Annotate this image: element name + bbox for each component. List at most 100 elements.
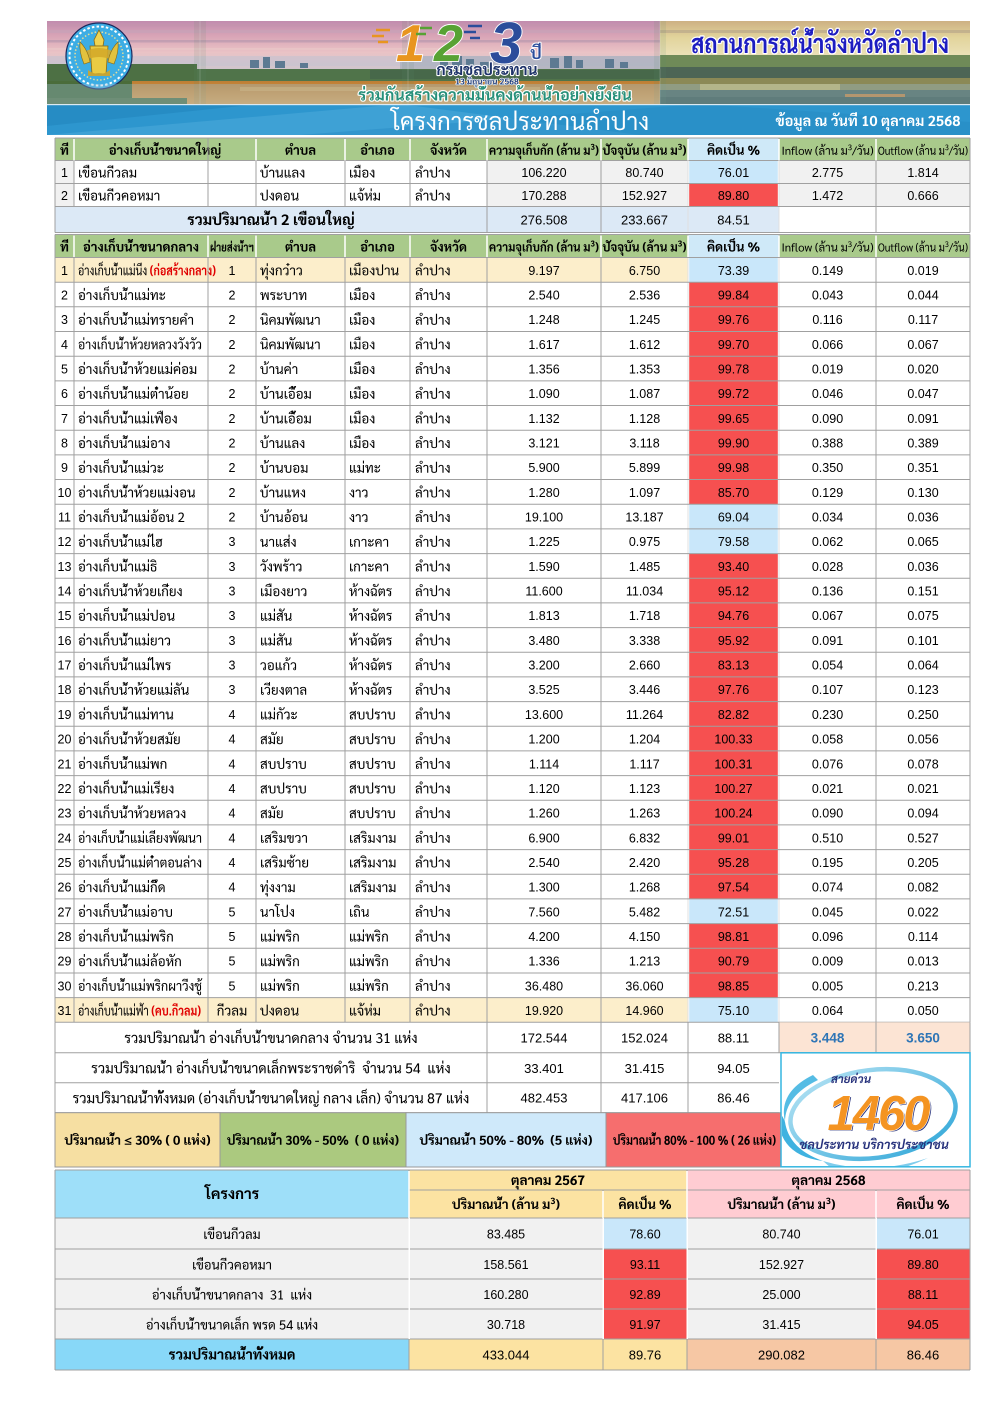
svg-text:5: 5 [229,930,236,944]
svg-text:15: 15 [58,609,72,623]
svg-text:1.814: 1.814 [907,166,938,180]
svg-text:1.204: 1.204 [629,733,660,747]
svg-text:24: 24 [58,831,72,845]
svg-text:75.10: 75.10 [718,1004,749,1018]
svg-text:2.540: 2.540 [528,289,559,303]
svg-text:1.213: 1.213 [629,955,660,969]
svg-text:76.01: 76.01 [907,1228,938,1242]
svg-text:100.27: 100.27 [714,782,752,796]
svg-text:29: 29 [58,955,72,969]
svg-text:95.92: 95.92 [718,634,749,648]
svg-text:0.350: 0.350 [812,461,843,475]
svg-text:1.353: 1.353 [629,363,660,377]
svg-text:17: 17 [58,659,72,673]
svg-text:0.091: 0.091 [907,412,938,426]
svg-text:0.043: 0.043 [812,289,843,303]
svg-text:33.401: 33.401 [524,1061,564,1076]
svg-text:14.960: 14.960 [625,1004,663,1018]
svg-text:85.70: 85.70 [718,486,749,500]
svg-text:0.195: 0.195 [812,856,843,870]
svg-text:0.090: 0.090 [812,807,843,821]
svg-text:0.101: 0.101 [907,634,938,648]
svg-text:31.415: 31.415 [762,1318,800,1332]
svg-text:89.76: 89.76 [629,1348,662,1363]
svg-text:100.24: 100.24 [714,807,752,821]
svg-text:1.356: 1.356 [528,363,559,377]
svg-text:1.248: 1.248 [528,313,559,327]
svg-text:0.205: 0.205 [907,856,938,870]
svg-text:99.90: 99.90 [718,437,749,451]
svg-text:84.51: 84.51 [717,213,750,228]
svg-text:0.058: 0.058 [812,733,843,747]
svg-text:79.58: 79.58 [718,535,749,549]
svg-text:0.250: 0.250 [907,708,938,722]
svg-text:0.091: 0.091 [812,634,843,648]
svg-text:6.832: 6.832 [629,831,660,845]
svg-text:2: 2 [229,338,236,352]
svg-text:4: 4 [229,757,236,771]
svg-text:0.028: 0.028 [812,560,843,574]
svg-text:3: 3 [229,683,236,697]
svg-text:1.128: 1.128 [629,412,660,426]
svg-text:0.114: 0.114 [908,930,938,944]
svg-text:0.388: 0.388 [812,437,843,451]
svg-text:86.46: 86.46 [907,1348,940,1363]
svg-text:2: 2 [229,412,236,426]
svg-text:3.446: 3.446 [629,683,660,697]
svg-text:152.024: 152.024 [621,1031,668,1046]
svg-text:4.200: 4.200 [528,930,559,944]
svg-text:99.84: 99.84 [718,289,749,303]
svg-text:4: 4 [229,856,236,870]
svg-text:1.200: 1.200 [528,733,559,747]
svg-text:5: 5 [61,363,68,377]
svg-text:0.130: 0.130 [907,486,938,500]
svg-text:19.100: 19.100 [525,511,563,525]
svg-text:3: 3 [229,634,236,648]
svg-text:30: 30 [58,979,72,993]
svg-text:5: 5 [229,955,236,969]
svg-text:0.064: 0.064 [907,659,938,673]
svg-text:3: 3 [229,609,236,623]
svg-text:0.036: 0.036 [907,511,938,525]
svg-text:1.120: 1.120 [528,782,559,796]
svg-text:482.453: 482.453 [521,1091,568,1106]
svg-text:2: 2 [229,486,236,500]
svg-text:0.074: 0.074 [812,881,843,895]
svg-text:9.197: 9.197 [528,264,559,278]
svg-text:2: 2 [433,15,463,73]
svg-text:90.79: 90.79 [718,955,749,969]
svg-text:1.472: 1.472 [812,189,843,203]
svg-text:290.082: 290.082 [758,1348,805,1363]
svg-text:3.525: 3.525 [528,683,559,697]
svg-text:2.775: 2.775 [812,166,843,180]
svg-text:1.485: 1.485 [629,560,660,574]
svg-text:0.009: 0.009 [812,955,843,969]
svg-text:73.39: 73.39 [718,264,749,278]
svg-text:6.750: 6.750 [629,264,660,278]
svg-text:18: 18 [58,683,72,697]
svg-text:1.245: 1.245 [629,313,660,327]
svg-text:2: 2 [61,189,68,203]
svg-text:94.05: 94.05 [907,1318,938,1332]
svg-text:0.021: 0.021 [907,782,938,796]
svg-text:9: 9 [61,461,68,475]
svg-text:0.078: 0.078 [907,757,938,771]
svg-text:3: 3 [61,313,68,327]
svg-text:2.540: 2.540 [528,856,559,870]
svg-text:6: 6 [61,387,68,401]
svg-text:99.98: 99.98 [718,461,749,475]
svg-text:99.65: 99.65 [718,412,749,426]
svg-text:2: 2 [61,289,68,303]
svg-text:0.046: 0.046 [812,387,843,401]
svg-text:3.650: 3.650 [906,1031,940,1046]
svg-text:14: 14 [58,585,72,599]
svg-text:0.527: 0.527 [907,831,938,845]
svg-text:0.034: 0.034 [812,511,843,525]
svg-text:7: 7 [61,412,68,426]
svg-text:25: 25 [58,856,72,870]
svg-text:1.132: 1.132 [528,412,559,426]
svg-text:3.200: 3.200 [528,659,559,673]
svg-text:0.129: 0.129 [812,486,843,500]
svg-text:0.019: 0.019 [907,264,938,278]
svg-text:0.094: 0.094 [907,807,938,821]
